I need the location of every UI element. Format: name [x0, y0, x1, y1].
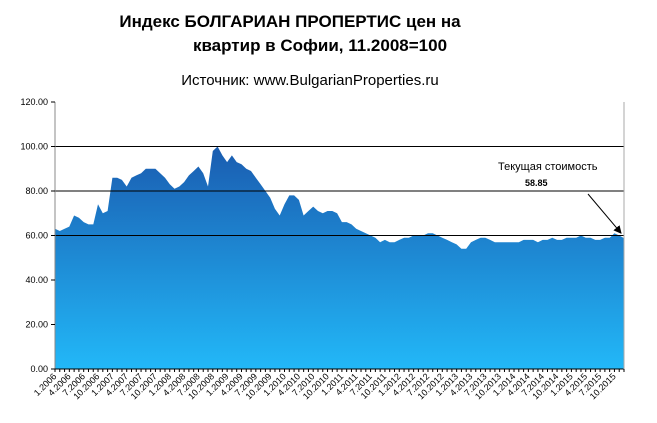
annotation-label: Текущая стоимость [498, 161, 598, 173]
y-tick-label: 40.00 [25, 275, 48, 285]
y-tick-label: 120.00 [20, 97, 48, 107]
y-tick-label: 100.00 [20, 142, 48, 152]
annotation-value: 58.85 [525, 178, 548, 188]
y-tick-label: 60.00 [25, 231, 48, 241]
annotation-arrow [587, 193, 622, 234]
y-tick-label: 80.00 [25, 186, 48, 196]
chart-title-line2: квартир в Софии, 11.2008=100 [192, 36, 448, 55]
y-tick-label: 0.00 [30, 364, 48, 374]
chart-title-line1: Индекс БОЛГАРИАН ПРОПЕРТИС цен на [119, 12, 461, 31]
chart-subtitle: Источник: www.BulgarianProperties.ru [181, 72, 439, 89]
y-tick-label: 20.00 [25, 320, 48, 330]
price-index-area [55, 146, 624, 369]
